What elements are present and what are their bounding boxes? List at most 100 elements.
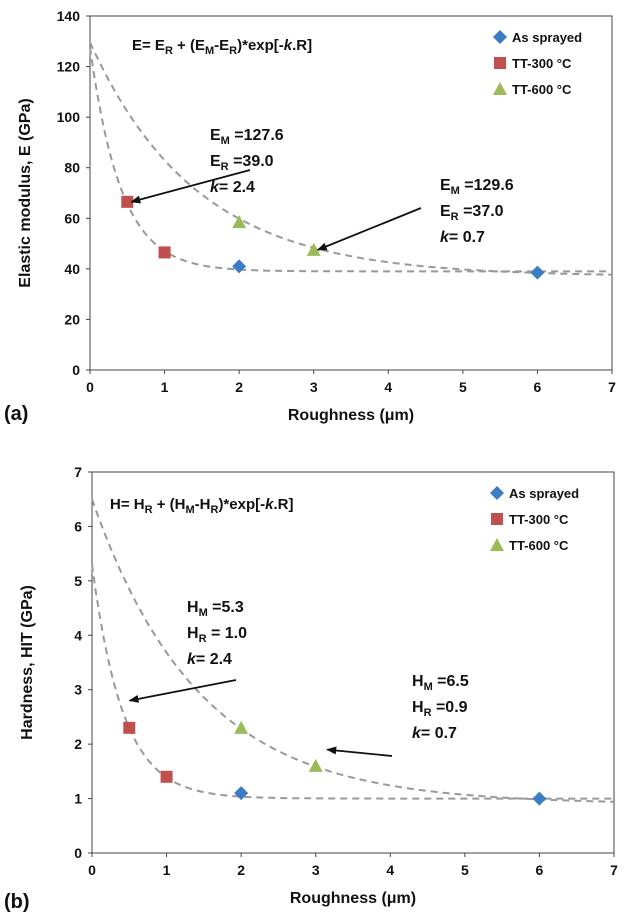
eq-tail: )*exp[- — [218, 496, 265, 513]
eq-lhs: E= E — [132, 37, 165, 54]
ann-k: k — [412, 725, 422, 742]
ann-sub: M — [424, 681, 433, 693]
y-tick-label: 6 — [74, 518, 82, 534]
y-tick-label: 40 — [64, 261, 80, 277]
plot-frame — [91, 471, 615, 854]
annotation-arrow-1 — [130, 169, 251, 204]
ann-var: H — [187, 625, 199, 642]
y-axis-title: Hardness, HIT (GPa) — [19, 585, 36, 740]
legend-label: TT-300 °C — [512, 56, 572, 71]
annotation-1-k: k= 2.4 — [187, 651, 232, 668]
data-point-diamond — [232, 259, 247, 274]
ann-kval: = 0.7 — [421, 725, 457, 742]
eq-mid: + (E — [173, 37, 205, 54]
legend-marker-diamond — [493, 30, 507, 44]
fit-equation: H= HR + (HM-HR)*exp[-k.R] — [110, 496, 293, 516]
annotation-arrow-1 — [128, 679, 237, 703]
data-point-square — [123, 721, 136, 734]
x-axis-title: Roughness (μm) — [288, 407, 414, 424]
x-tick-label: 5 — [459, 379, 467, 395]
annotation-1-line: HR = 1.0 — [187, 625, 247, 645]
eq-sub: M — [185, 504, 194, 516]
data-point-triangle — [306, 242, 321, 256]
eq-mid: -E — [214, 37, 229, 54]
annotation-arrow-2 — [326, 746, 393, 757]
x-tick-label: 1 — [163, 862, 171, 878]
legend-label: TT-600 °C — [509, 538, 569, 553]
annotation-1-line: EM =127.6 — [210, 127, 284, 147]
y-tick-label: 140 — [57, 8, 81, 24]
ann-var: E — [440, 203, 451, 220]
eq-end: .R] — [292, 37, 312, 54]
annotation-1-line: HM =5.3 — [187, 599, 244, 619]
eq-sub: R — [229, 45, 237, 57]
eq-k: k — [284, 37, 293, 54]
eq-mid: + (H — [153, 496, 186, 513]
legend-marker-square — [491, 513, 503, 525]
ann-var: H — [412, 699, 424, 716]
eq-k: k — [265, 496, 274, 513]
y-tick-label: 5 — [74, 573, 82, 589]
data-point-triangle — [232, 215, 247, 229]
ann-kval: = 0.7 — [449, 229, 485, 246]
y-tick-label: 3 — [74, 682, 82, 698]
ann-val: =6.5 — [433, 673, 469, 690]
panel-label: (b) — [4, 891, 30, 913]
y-tick-label: 7 — [74, 464, 82, 480]
x-tick-label: 4 — [386, 862, 394, 878]
ann-k: k — [210, 179, 220, 196]
data-point-square — [158, 246, 171, 259]
legend-label: As sprayed — [509, 486, 579, 501]
annotation-1-k: k= 2.4 — [210, 179, 255, 196]
ann-val: =0.9 — [432, 699, 468, 716]
y-tick-label: 2 — [74, 736, 82, 752]
eq-sub: R — [210, 504, 218, 516]
data-point-diamond — [234, 786, 249, 801]
annotation-1-line: ER =39.0 — [210, 153, 274, 173]
y-tick-label: 0 — [72, 362, 80, 378]
ann-kval: = 2.4 — [196, 651, 232, 668]
y-tick-label: 60 — [64, 210, 80, 226]
data-point-diamond — [532, 791, 547, 806]
ann-sub: M — [451, 185, 460, 197]
eq-mid: -H — [195, 496, 211, 513]
ann-var: H — [187, 599, 199, 616]
y-tick-label: 1 — [74, 791, 82, 807]
ann-k: k — [187, 651, 197, 668]
x-tick-label: 2 — [237, 862, 245, 878]
ann-var: E — [210, 127, 221, 144]
legend-label: As sprayed — [512, 30, 582, 45]
data-point-triangle — [234, 720, 249, 734]
ann-val: = 1.0 — [207, 625, 248, 642]
fit-equation: E= ER + (EM-ER)*exp[-k.R] — [132, 37, 312, 57]
ann-kval: = 2.4 — [219, 179, 255, 196]
ann-var: E — [210, 153, 221, 170]
eq-sub: R — [145, 504, 153, 516]
legend-marker-triangle — [490, 538, 504, 551]
ann-val: =127.6 — [230, 127, 284, 144]
x-tick-label: 0 — [86, 379, 94, 395]
y-tick-label: 0 — [74, 845, 82, 861]
annotation-2-k: k= 0.7 — [412, 725, 457, 742]
x-tick-label: 3 — [312, 862, 320, 878]
ann-val: =129.6 — [460, 177, 514, 194]
x-tick-label: 6 — [536, 862, 544, 878]
annotation-arrow-2 — [316, 207, 422, 251]
data-point-square — [160, 770, 173, 783]
legend-label: TT-600 °C — [512, 82, 572, 97]
ann-sub: R — [221, 161, 229, 173]
y-tick-label: 80 — [64, 160, 80, 176]
fit-curve-2 — [89, 41, 613, 276]
x-tick-label: 4 — [384, 379, 392, 395]
ann-k: k — [440, 229, 450, 246]
data-point-triangle — [308, 758, 323, 772]
x-axis-title: Roughness (μm) — [290, 890, 416, 907]
ann-sub: R — [451, 211, 459, 223]
x-tick-label: 3 — [310, 379, 318, 395]
fit-curve-2 — [91, 498, 614, 803]
eq-sub: R — [165, 45, 173, 57]
x-tick-label: 5 — [461, 862, 469, 878]
plot-frame — [89, 15, 613, 371]
eq-sub: M — [205, 45, 214, 57]
